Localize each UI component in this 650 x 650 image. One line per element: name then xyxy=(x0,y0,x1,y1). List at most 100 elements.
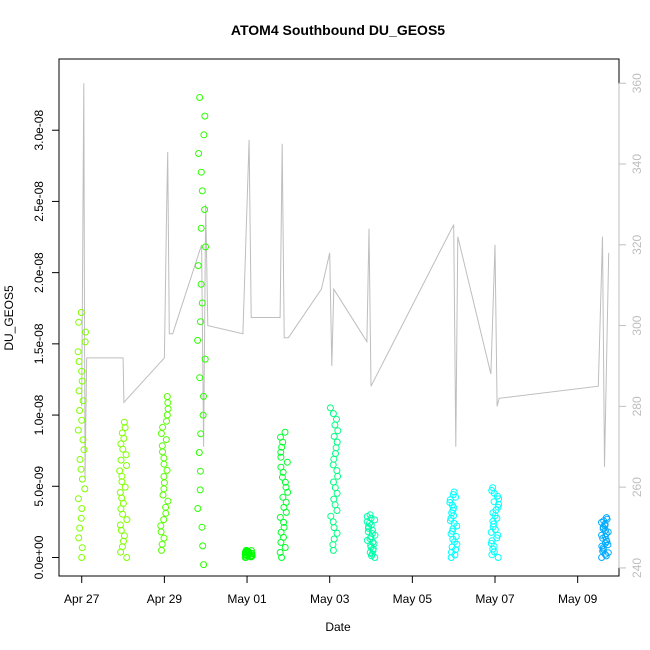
x-tick-label: May 07 xyxy=(475,592,515,606)
data-point xyxy=(121,483,129,491)
data-point xyxy=(157,522,165,530)
data-point xyxy=(598,518,605,526)
data-point xyxy=(446,517,454,525)
data-point xyxy=(77,514,85,522)
data-point xyxy=(122,451,130,459)
data-point xyxy=(281,478,289,486)
data-point xyxy=(280,518,288,526)
y-tick-label: 2.0e-08 xyxy=(32,252,46,293)
data-point xyxy=(74,495,82,503)
data-point xyxy=(334,472,342,480)
data-point xyxy=(494,531,502,539)
data-point xyxy=(75,318,83,326)
data-point xyxy=(247,547,255,555)
data-point xyxy=(367,514,375,522)
data-point xyxy=(280,523,288,531)
data-point xyxy=(333,467,341,475)
data-point xyxy=(329,461,337,469)
data-point xyxy=(194,336,202,344)
data-point xyxy=(78,544,86,552)
gray-trace-layer xyxy=(81,83,610,480)
data-point xyxy=(75,534,83,542)
data-point xyxy=(79,397,87,405)
data-point xyxy=(163,411,171,419)
data-point xyxy=(120,418,128,426)
y-axis: 0.0e+00 5.0e-09 1.0e-08 1.5e-08 2.0e-08 2.5e-… xyxy=(32,110,60,579)
data-point xyxy=(78,416,86,424)
data-point xyxy=(242,546,250,554)
data-point xyxy=(330,478,337,486)
data-point xyxy=(198,187,206,195)
data-point xyxy=(282,483,290,491)
data-point xyxy=(329,546,337,554)
data-point xyxy=(162,436,170,444)
data-point xyxy=(75,358,83,365)
data-point xyxy=(117,440,125,448)
x-tick-label: May 09 xyxy=(558,592,598,606)
data-point xyxy=(367,521,375,529)
data-point xyxy=(80,446,88,454)
data-point xyxy=(159,448,166,456)
data-point xyxy=(490,498,498,506)
y-tick-label: 1.0e-08 xyxy=(32,394,46,435)
data-point xyxy=(278,443,286,451)
x-tick-label: May 01 xyxy=(227,592,267,606)
data-point xyxy=(277,463,285,471)
data-point xyxy=(74,348,82,356)
data-point xyxy=(197,430,205,438)
flight-points-5 xyxy=(276,428,292,561)
data-point xyxy=(196,374,204,382)
data-point xyxy=(116,467,124,475)
data-point xyxy=(78,554,86,561)
data-point xyxy=(123,554,131,561)
data-point xyxy=(277,453,285,461)
data-point xyxy=(78,505,86,512)
data-point xyxy=(278,473,286,481)
data-point xyxy=(164,405,172,413)
data-point xyxy=(276,513,284,521)
flight-points-7 xyxy=(363,511,379,561)
y-tick-label: 0.0e+00 xyxy=(32,535,46,579)
data-point xyxy=(75,387,83,395)
data-point xyxy=(331,501,339,509)
data-point xyxy=(281,544,289,551)
data-point xyxy=(200,131,208,139)
data-point xyxy=(160,516,168,524)
data-point xyxy=(283,458,291,466)
flight-points-2 xyxy=(157,393,172,554)
data-point xyxy=(331,484,339,492)
data-point xyxy=(332,450,339,457)
data-point xyxy=(123,516,131,524)
data-point xyxy=(78,475,86,483)
data-point xyxy=(163,417,170,425)
data-point xyxy=(282,498,290,506)
data-point xyxy=(329,541,337,549)
y2-tick-label: 300 xyxy=(630,315,644,335)
data-point xyxy=(158,540,166,548)
y-tick-label: 2.5e-08 xyxy=(32,181,46,222)
data-point xyxy=(121,424,129,432)
data-point xyxy=(117,456,125,464)
data-point xyxy=(489,484,497,492)
y-tick-label: 3.0e-08 xyxy=(32,110,46,151)
data-point xyxy=(120,532,128,540)
data-point xyxy=(116,489,124,496)
data-point xyxy=(333,489,341,497)
data-point xyxy=(195,449,203,456)
data-point xyxy=(450,488,458,496)
data-point xyxy=(81,485,89,493)
data-point xyxy=(487,540,495,547)
y2-tick-label: 340 xyxy=(630,154,644,174)
y-axis-label: DU_GEOS5 xyxy=(2,285,16,351)
data-point xyxy=(363,518,371,526)
data-points-layer xyxy=(74,94,612,569)
data-point xyxy=(327,512,335,520)
data-point xyxy=(366,511,374,519)
data-point xyxy=(194,262,202,270)
data-point xyxy=(603,514,610,522)
data-point xyxy=(160,479,168,487)
data-point xyxy=(199,542,207,550)
y2-tick-label: 260 xyxy=(630,477,644,497)
data-point xyxy=(277,528,285,536)
data-point xyxy=(330,432,338,440)
